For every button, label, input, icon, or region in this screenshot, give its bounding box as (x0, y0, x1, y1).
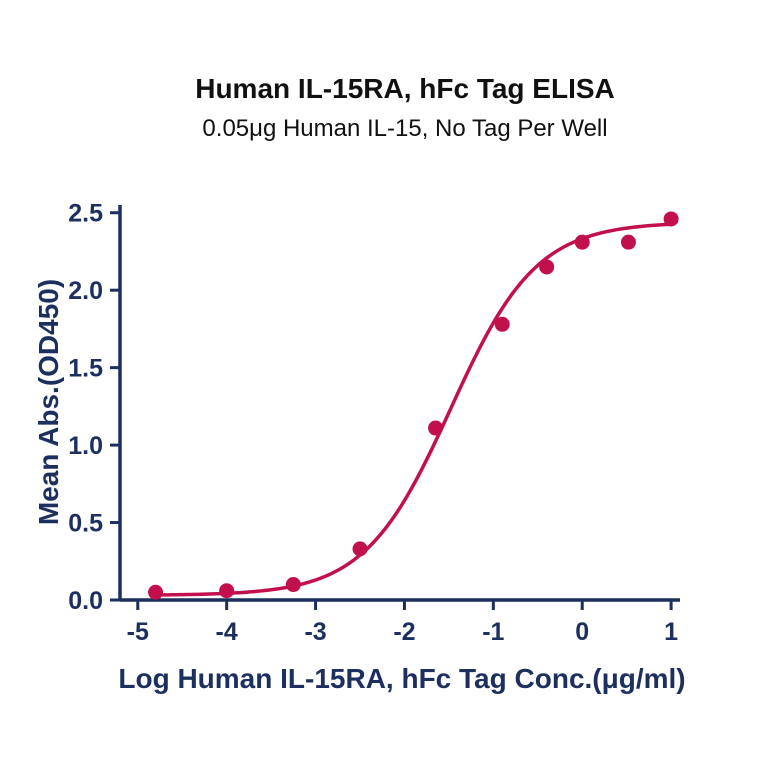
x-tick-label: 1 (664, 618, 678, 646)
fit-curve-layer (152, 222, 673, 597)
x-tick-label: 0 (575, 618, 589, 646)
data-points-layer (148, 211, 679, 600)
chart-subtitle: 0.05μg Human IL-15, No Tag Per Well (202, 115, 607, 142)
data-point (539, 259, 555, 275)
x-tick-label: -5 (127, 618, 149, 646)
y-tick-label: 1.5 (68, 355, 103, 383)
data-point (620, 234, 636, 250)
data-point (148, 584, 164, 600)
x-axis-title: Log Human IL-15RA, hFc Tag Conc.(μg/ml) (118, 663, 685, 694)
chart-title: Human IL-15RA, hFc Tag ELISA (195, 73, 615, 104)
y-tick-label: 2.0 (68, 277, 103, 305)
y-tick-label: 0.0 (68, 587, 103, 615)
y-tick-label: 1.0 (68, 432, 103, 460)
x-tick-label: -3 (304, 618, 326, 646)
y-tick-label: 0.5 (68, 510, 103, 538)
axes (110, 205, 680, 610)
tick-labels: -5 -4 -3 -2 -1 0 1 0.0 0.5 1.0 1.5 2.0 2.5 (68, 200, 678, 646)
data-point (494, 316, 510, 332)
fit-curve (152, 222, 673, 597)
data-point (663, 211, 679, 227)
data-point (285, 577, 301, 593)
data-point (574, 234, 590, 250)
data-point (219, 583, 235, 599)
y-axis-title: Mean Abs.(OD450) (33, 279, 64, 525)
data-point (352, 541, 368, 557)
x-tick-label: -1 (482, 618, 504, 646)
x-tick-label: -4 (216, 618, 238, 646)
y-tick-label: 2.5 (68, 200, 103, 228)
data-point (428, 420, 444, 436)
x-tick-label: -2 (393, 618, 415, 646)
